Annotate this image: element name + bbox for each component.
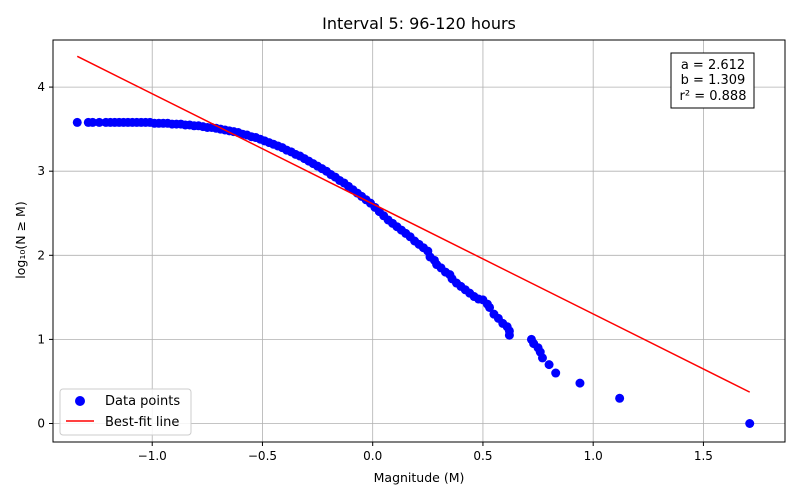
axes: −1.0 −0.5 0.0 0.5 1.0 1.5 0 1 2 3 4 (37, 39, 786, 463)
data-point (88, 117, 98, 127)
legend-label-best-fit-line: Best-fit line (105, 415, 179, 430)
annotation-line-r2: r² = 0.888 (680, 89, 747, 104)
plot-frame (52, 39, 786, 443)
data-point (615, 393, 625, 403)
x-tick-label: 0.5 (473, 449, 492, 463)
data-point (544, 360, 554, 370)
annotation-line-a: a = 2.612 (681, 58, 745, 73)
x-tick-label: −1.0 (138, 449, 167, 463)
data-point (485, 302, 495, 312)
data-point (745, 418, 755, 428)
plot-marks (72, 55, 755, 428)
data-point (94, 117, 104, 127)
y-tick-label: 1 (37, 332, 45, 346)
legend: Data points Best-fit line (59, 388, 192, 436)
chart-title: Interval 5: 96-120 hours (322, 14, 516, 33)
x-axis-label: Magnitude (M) (374, 470, 465, 485)
legend-marker-data-points (75, 396, 85, 406)
legend-box (59, 388, 192, 436)
data-point (72, 117, 82, 127)
y-tick-label: 2 (37, 248, 45, 262)
data-point (575, 378, 585, 388)
best-fit-line (76, 55, 751, 393)
x-tick-label: −0.5 (248, 449, 277, 463)
data-point (551, 368, 561, 378)
annotation-box (670, 52, 755, 109)
y-axis-label: log₁₀(N ≥ M) (13, 201, 28, 278)
y-tick-label: 3 (37, 164, 45, 178)
data-point (537, 353, 547, 363)
fit-parameters-box: a = 2.612 b = 1.309 r² = 0.888 (670, 52, 755, 109)
data-point (504, 330, 514, 340)
x-tick-label: 1.0 (584, 449, 603, 463)
y-tick-label: 4 (37, 80, 45, 94)
legend-label-data-points: Data points (105, 394, 180, 409)
annotation-line-b: b = 1.309 (681, 73, 746, 88)
y-tick-label: 0 (37, 416, 45, 430)
x-tick-label: 1.5 (694, 449, 713, 463)
x-tick-label: 0.0 (363, 449, 382, 463)
